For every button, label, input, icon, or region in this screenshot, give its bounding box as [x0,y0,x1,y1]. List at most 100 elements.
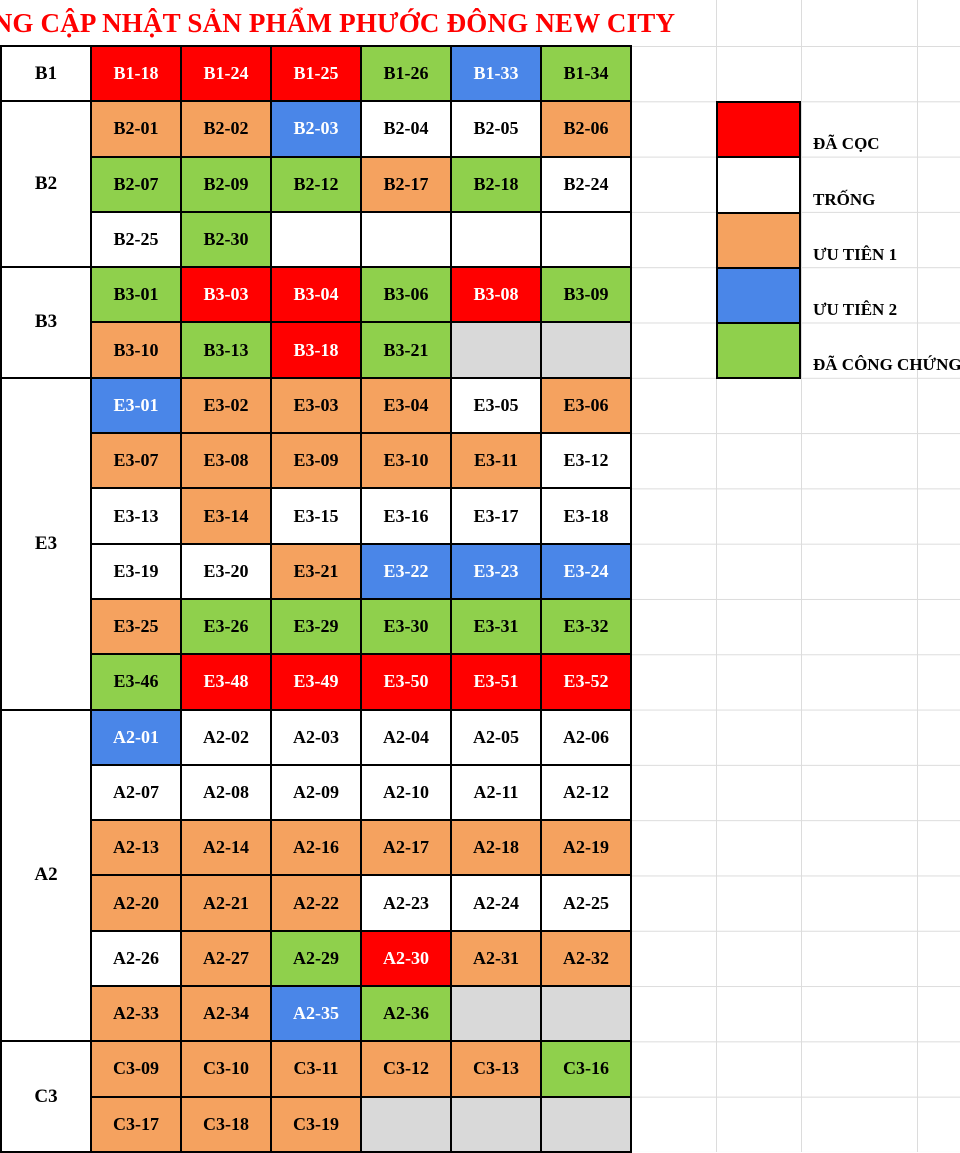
legend-swatch-da_coc[interactable] [716,101,801,159]
lot-cell-A2-02[interactable]: A2-02 [180,708,272,766]
lot-cell-A2-32[interactable]: A2-32 [540,929,632,988]
lot-cell-C3-11[interactable]: C3-11 [270,1040,362,1098]
lot-cell-E3-25[interactable]: E3-25 [90,597,182,656]
lot-cell-A2-05[interactable]: A2-05 [450,708,542,766]
lot-cell-E3-19[interactable]: E3-19 [90,542,182,600]
lot-cell-E3-49[interactable]: E3-49 [270,653,362,711]
lot-cell-B2-30[interactable]: B2-30 [180,210,272,269]
section-label-B2[interactable]: B2 [0,100,92,269]
lot-cell-A2-33[interactable]: A2-33 [90,985,182,1043]
lot-cell-A2-03[interactable]: A2-03 [270,708,362,766]
lot-cell-A2-07[interactable]: A2-07 [90,763,182,822]
lot-cell-A2-30[interactable]: A2-30 [360,929,452,988]
lot-cell-C3-12[interactable]: C3-12 [360,1040,452,1098]
lot-cell-C3-16[interactable]: C3-16 [540,1040,632,1098]
lot-cell-B3-21[interactable]: B3-21 [360,321,452,379]
lot-cell-A2-13[interactable]: A2-13 [90,819,182,877]
empty-cell[interactable] [450,321,542,379]
lot-cell-E3-48[interactable]: E3-48 [180,653,272,711]
lot-cell-A2-27[interactable]: A2-27 [180,929,272,988]
lot-cell-B3-08[interactable]: B3-08 [450,266,542,324]
lot-cell-E3-30[interactable]: E3-30 [360,597,452,656]
lot-cell-E3-02[interactable]: E3-02 [180,376,272,435]
lot-cell-A2-22[interactable]: A2-22 [270,874,362,932]
empty-cell[interactable] [360,1095,452,1153]
lot-cell-B3-10[interactable]: B3-10 [90,321,182,379]
lot-cell-A2-21[interactable]: A2-21 [180,874,272,932]
lot-cell-E3-18[interactable]: E3-18 [540,487,632,545]
lot-cell-E3-04[interactable]: E3-04 [360,376,452,435]
lot-cell-E3-17[interactable]: E3-17 [450,487,542,545]
lot-cell-E3-08[interactable]: E3-08 [180,432,272,490]
lot-cell-E3-50[interactable]: E3-50 [360,653,452,711]
lot-cell-B2-05[interactable]: B2-05 [450,100,542,158]
lot-cell-E3-31[interactable]: E3-31 [450,597,542,656]
lot-cell-B2-25[interactable]: B2-25 [90,210,182,269]
lot-cell-A2-14[interactable]: A2-14 [180,819,272,877]
lot-cell-A2-08[interactable]: A2-08 [180,763,272,822]
empty-cell[interactable] [540,321,632,379]
section-label-C3[interactable]: C3 [0,1040,92,1153]
lot-cell-E3-12[interactable]: E3-12 [540,432,632,490]
lot-cell-A2-16[interactable]: A2-16 [270,819,362,877]
lot-cell-E3-32[interactable]: E3-32 [540,597,632,656]
lot-cell-B2-17[interactable]: B2-17 [360,155,452,213]
lot-cell-A2-09[interactable]: A2-09 [270,763,362,822]
lot-cell-A2-18[interactable]: A2-18 [450,819,542,877]
empty-cell[interactable] [360,210,452,269]
section-label-B3[interactable]: B3 [0,266,92,379]
lot-cell-E3-24[interactable]: E3-24 [540,542,632,600]
lot-cell-E3-01[interactable]: E3-01 [90,376,182,435]
lot-cell-B3-18[interactable]: B3-18 [270,321,362,379]
lot-cell-B3-01[interactable]: B3-01 [90,266,182,324]
lot-cell-E3-05[interactable]: E3-05 [450,376,542,435]
lot-cell-E3-52[interactable]: E3-52 [540,653,632,711]
lot-cell-A2-04[interactable]: A2-04 [360,708,452,766]
lot-cell-B3-13[interactable]: B3-13 [180,321,272,379]
lot-cell-B2-12[interactable]: B2-12 [270,155,362,213]
section-label-B1[interactable]: B1 [0,44,92,103]
section-label-A2[interactable]: A2 [0,708,92,1043]
lot-cell-B1-24[interactable]: B1-24 [180,44,272,103]
lot-cell-C3-17[interactable]: C3-17 [90,1095,182,1153]
lot-cell-E3-23[interactable]: E3-23 [450,542,542,600]
lot-cell-E3-14[interactable]: E3-14 [180,487,272,545]
lot-cell-A2-23[interactable]: A2-23 [360,874,452,932]
lot-cell-B2-24[interactable]: B2-24 [540,155,632,213]
lot-cell-B3-03[interactable]: B3-03 [180,266,272,324]
empty-cell[interactable] [450,985,542,1043]
lot-cell-B2-09[interactable]: B2-09 [180,155,272,213]
lot-cell-C3-10[interactable]: C3-10 [180,1040,272,1098]
lot-cell-E3-13[interactable]: E3-13 [90,487,182,545]
lot-cell-A2-11[interactable]: A2-11 [450,763,542,822]
lot-cell-E3-03[interactable]: E3-03 [270,376,362,435]
lot-cell-E3-15[interactable]: E3-15 [270,487,362,545]
lot-cell-B1-34[interactable]: B1-34 [540,44,632,103]
lot-cell-B2-18[interactable]: B2-18 [450,155,542,213]
lot-cell-B2-06[interactable]: B2-06 [540,100,632,158]
lot-cell-E3-20[interactable]: E3-20 [180,542,272,600]
lot-cell-B1-26[interactable]: B1-26 [360,44,452,103]
lot-cell-C3-09[interactable]: C3-09 [90,1040,182,1098]
lot-cell-E3-10[interactable]: E3-10 [360,432,452,490]
lot-cell-A2-25[interactable]: A2-25 [540,874,632,932]
section-label-E3[interactable]: E3 [0,376,92,711]
lot-cell-E3-21[interactable]: E3-21 [270,542,362,600]
lot-cell-B2-02[interactable]: B2-02 [180,100,272,158]
lot-cell-B2-04[interactable]: B2-04 [360,100,452,158]
lot-cell-B3-06[interactable]: B3-06 [360,266,452,324]
lot-cell-C3-18[interactable]: C3-18 [180,1095,272,1153]
empty-cell[interactable] [540,210,632,269]
lot-cell-A2-20[interactable]: A2-20 [90,874,182,932]
lot-cell-A2-01[interactable]: A2-01 [90,708,182,766]
lot-cell-A2-36[interactable]: A2-36 [360,985,452,1043]
lot-cell-A2-31[interactable]: A2-31 [450,929,542,988]
lot-cell-A2-35[interactable]: A2-35 [270,985,362,1043]
lot-cell-E3-07[interactable]: E3-07 [90,432,182,490]
lot-cell-B3-09[interactable]: B3-09 [540,266,632,324]
lot-cell-C3-13[interactable]: C3-13 [450,1040,542,1098]
lot-cell-A2-24[interactable]: A2-24 [450,874,542,932]
lot-cell-E3-06[interactable]: E3-06 [540,376,632,435]
legend-swatch-da_cong_chung[interactable] [716,322,801,380]
lot-cell-A2-29[interactable]: A2-29 [270,929,362,988]
